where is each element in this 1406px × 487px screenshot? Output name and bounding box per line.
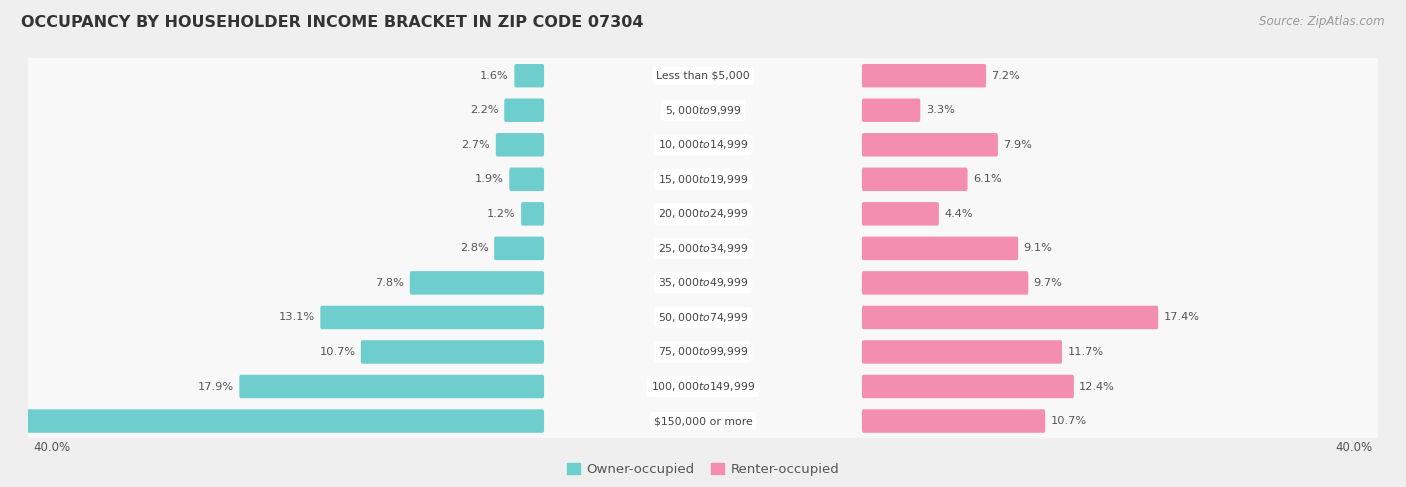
Text: 12.4%: 12.4% — [1080, 381, 1115, 392]
Text: 10.7%: 10.7% — [319, 347, 356, 357]
FancyBboxPatch shape — [522, 202, 544, 225]
FancyBboxPatch shape — [409, 271, 544, 295]
Text: 17.9%: 17.9% — [198, 381, 233, 392]
Text: 11.7%: 11.7% — [1067, 347, 1104, 357]
Text: 10.7%: 10.7% — [1050, 416, 1087, 426]
Text: Source: ZipAtlas.com: Source: ZipAtlas.com — [1260, 15, 1385, 28]
Text: $20,000 to $24,999: $20,000 to $24,999 — [658, 207, 748, 220]
Text: 3.3%: 3.3% — [925, 105, 955, 115]
FancyBboxPatch shape — [361, 340, 544, 364]
Text: 40.0%: 40.0% — [34, 441, 70, 454]
FancyBboxPatch shape — [494, 237, 544, 260]
FancyBboxPatch shape — [321, 306, 544, 329]
FancyBboxPatch shape — [25, 124, 1381, 165]
Text: $15,000 to $19,999: $15,000 to $19,999 — [658, 173, 748, 186]
Text: 4.4%: 4.4% — [945, 209, 973, 219]
FancyBboxPatch shape — [862, 64, 986, 88]
FancyBboxPatch shape — [509, 168, 544, 191]
Text: $25,000 to $34,999: $25,000 to $34,999 — [658, 242, 748, 255]
FancyBboxPatch shape — [25, 332, 1381, 373]
FancyBboxPatch shape — [862, 306, 1159, 329]
Text: $50,000 to $74,999: $50,000 to $74,999 — [658, 311, 748, 324]
Text: OCCUPANCY BY HOUSEHOLDER INCOME BRACKET IN ZIP CODE 07304: OCCUPANCY BY HOUSEHOLDER INCOME BRACKET … — [21, 15, 644, 30]
FancyBboxPatch shape — [862, 133, 998, 156]
Text: 17.4%: 17.4% — [1164, 313, 1199, 322]
Text: 1.9%: 1.9% — [475, 174, 503, 184]
Text: 7.9%: 7.9% — [1004, 140, 1032, 150]
FancyBboxPatch shape — [515, 64, 544, 88]
FancyBboxPatch shape — [862, 168, 967, 191]
Text: 2.7%: 2.7% — [461, 140, 491, 150]
FancyBboxPatch shape — [505, 98, 544, 122]
FancyBboxPatch shape — [25, 262, 1381, 303]
Text: $35,000 to $49,999: $35,000 to $49,999 — [658, 277, 748, 289]
FancyBboxPatch shape — [862, 202, 939, 225]
FancyBboxPatch shape — [862, 271, 1028, 295]
Text: $75,000 to $99,999: $75,000 to $99,999 — [658, 345, 748, 358]
FancyBboxPatch shape — [25, 56, 1381, 96]
FancyBboxPatch shape — [25, 228, 1381, 269]
FancyBboxPatch shape — [862, 375, 1074, 398]
Text: 7.2%: 7.2% — [991, 71, 1021, 81]
FancyBboxPatch shape — [862, 237, 1018, 260]
FancyBboxPatch shape — [496, 133, 544, 156]
Text: $10,000 to $14,999: $10,000 to $14,999 — [658, 138, 748, 151]
Text: 6.1%: 6.1% — [973, 174, 1001, 184]
FancyBboxPatch shape — [25, 401, 1381, 441]
Text: 1.2%: 1.2% — [486, 209, 516, 219]
FancyBboxPatch shape — [239, 375, 544, 398]
Text: 9.7%: 9.7% — [1033, 278, 1063, 288]
Text: 1.6%: 1.6% — [481, 71, 509, 81]
FancyBboxPatch shape — [862, 409, 1045, 433]
Text: 40.0%: 40.0% — [1336, 441, 1372, 454]
FancyBboxPatch shape — [25, 366, 1381, 407]
Text: $150,000 or more: $150,000 or more — [654, 416, 752, 426]
FancyBboxPatch shape — [25, 159, 1381, 200]
Text: 7.8%: 7.8% — [375, 278, 405, 288]
FancyBboxPatch shape — [25, 193, 1381, 234]
Text: 9.1%: 9.1% — [1024, 244, 1053, 253]
FancyBboxPatch shape — [0, 409, 544, 433]
FancyBboxPatch shape — [25, 90, 1381, 131]
Text: 13.1%: 13.1% — [278, 313, 315, 322]
FancyBboxPatch shape — [862, 340, 1062, 364]
Text: $5,000 to $9,999: $5,000 to $9,999 — [665, 104, 741, 117]
Text: 2.8%: 2.8% — [460, 244, 489, 253]
Legend: Owner-occupied, Renter-occupied: Owner-occupied, Renter-occupied — [561, 457, 845, 481]
Text: Less than $5,000: Less than $5,000 — [657, 71, 749, 81]
Text: 2.2%: 2.2% — [470, 105, 499, 115]
FancyBboxPatch shape — [25, 297, 1381, 338]
Text: $100,000 to $149,999: $100,000 to $149,999 — [651, 380, 755, 393]
FancyBboxPatch shape — [862, 98, 921, 122]
